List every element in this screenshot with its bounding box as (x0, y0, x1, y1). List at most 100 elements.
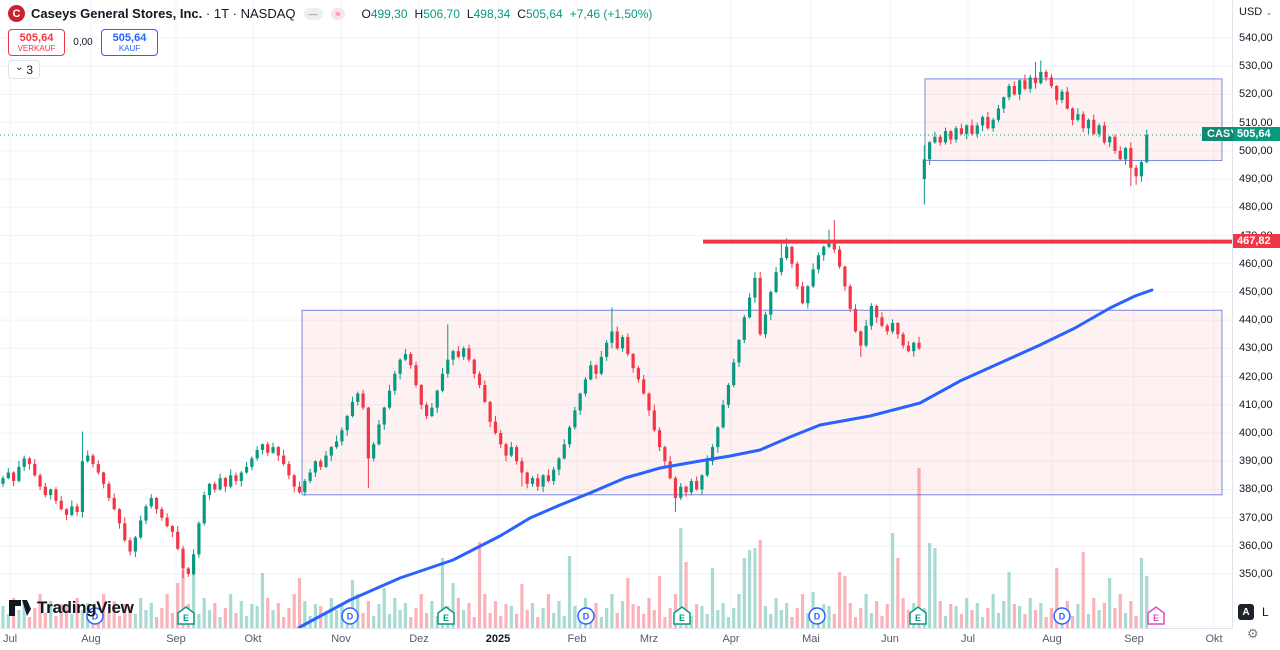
volume-bar (557, 601, 561, 628)
candle-body (112, 497, 116, 510)
volume-bar (70, 614, 74, 628)
volume-bar (885, 604, 889, 628)
candle-body (758, 277, 762, 335)
candle-body (642, 379, 646, 394)
candle-body (181, 548, 185, 569)
time-axis-month-label[interactable]: Apr (722, 633, 740, 645)
volume-bar (631, 604, 635, 628)
volume-bar (763, 606, 768, 628)
volume-bar (1, 606, 5, 628)
candle-body (472, 359, 476, 374)
buy-button[interactable]: 505,64 KAUF (101, 29, 158, 56)
volume-bar (1134, 616, 1138, 628)
candle-body (467, 348, 471, 360)
volume-bar (806, 613, 810, 628)
volume-bar (192, 566, 196, 628)
volume-bar (38, 594, 42, 628)
candle-body (213, 483, 217, 490)
candle-body (1123, 148, 1128, 160)
candle-body (620, 337, 625, 349)
price-axis-label: 370,00 (1239, 511, 1273, 524)
market-status-icon[interactable]: ≈ (330, 7, 346, 20)
candle-body (1129, 148, 1133, 168)
candle-body (1055, 85, 1059, 101)
candle-body (250, 458, 254, 467)
time-axis[interactable]: Jul Aug Sep Okt Nov Dez 2025 Feb Mrz Apr Mai Jun Jul… (0, 628, 1232, 650)
time-axis-month-label[interactable]: Aug (1042, 633, 1062, 645)
candle-body (832, 241, 836, 250)
volume-bar (440, 558, 445, 628)
candle-body (732, 362, 736, 386)
object-tree-button[interactable]: ⌄ 3 (8, 60, 41, 79)
volume-bar (419, 594, 423, 628)
price-chart-canvas[interactable]: D D D D DE E E E E (0, 0, 1232, 650)
auto-scale-button[interactable]: A (1238, 604, 1254, 620)
volume-bar (562, 616, 566, 628)
volume-bar (483, 594, 487, 628)
time-axis-year-label[interactable]: 2025 (485, 633, 511, 645)
price-axis[interactable]: USD ⌄ 350,00 360,00 370,00 380,00 390,00 400,… (1232, 0, 1280, 628)
volume-bar (64, 606, 69, 628)
time-axis-month-label[interactable]: Okt (244, 633, 262, 645)
chevron-down-icon: ⌄ (1265, 7, 1273, 17)
time-axis-month-label[interactable]: Jul (2, 633, 18, 645)
currency-selector[interactable]: USD ⌄ (1239, 6, 1273, 18)
candle-body (425, 404, 429, 417)
time-axis-month-label[interactable]: Sep (166, 633, 186, 645)
volume-bar (769, 614, 773, 628)
time-axis-month-label[interactable]: Feb (567, 633, 587, 645)
time-axis-month-label[interactable]: Mrz (639, 633, 659, 645)
symbol-logo[interactable]: C (8, 5, 25, 22)
candle-body (1097, 125, 1101, 134)
volume-bar (843, 576, 847, 628)
candle-body (1092, 119, 1096, 134)
time-axis-month-label[interactable]: Jul (960, 633, 976, 645)
tradingview-logo[interactable]: TradingView (8, 597, 134, 619)
candle-body (1081, 114, 1085, 129)
gear-icon[interactable]: ⚙ (1247, 626, 1259, 641)
price-axis-label: 510,00 (1239, 116, 1273, 129)
candle-body (313, 461, 318, 473)
candle-body (668, 461, 672, 479)
price-axis-label: 360,00 (1239, 539, 1273, 552)
candle-body (435, 390, 439, 408)
candle-body (525, 472, 529, 484)
candle-body (234, 475, 238, 481)
candle-body (96, 464, 100, 473)
time-axis-month-label[interactable]: Mai (802, 633, 820, 645)
candle-body (557, 458, 561, 470)
delayed-data-icon[interactable]: — (303, 7, 323, 20)
symbol-title[interactable]: Caseys General Stores, Inc. · 1T · NASDA… (31, 6, 296, 21)
volume-bar (324, 614, 328, 628)
candle-body (710, 447, 715, 462)
volume-bar (181, 570, 185, 628)
candle-body (86, 455, 90, 462)
interval-label[interactable]: 1T (213, 6, 230, 21)
volume-bar (366, 601, 370, 628)
time-axis-month-label[interactable]: Dez (409, 633, 429, 645)
candle-body (880, 317, 884, 326)
price-axis-label: 440,00 (1239, 314, 1273, 327)
candle-body (70, 506, 74, 515)
candle-body (1033, 77, 1038, 84)
time-axis-month-label[interactable]: Nov (331, 633, 351, 645)
candle-body (54, 489, 58, 501)
volume-bar (356, 594, 360, 628)
time-axis-month-label[interactable]: Jun (881, 633, 899, 645)
candle-body (329, 447, 333, 456)
candle-body (477, 373, 482, 386)
candle-body (1145, 134, 1149, 163)
candle-body (440, 373, 445, 391)
candle-body (922, 159, 926, 180)
time-axis-month-label[interactable]: Sep (1124, 633, 1144, 645)
log-scale-button[interactable]: L (1262, 605, 1269, 619)
candle-body (133, 537, 137, 552)
volume-bar (139, 598, 143, 628)
candle-body (1102, 125, 1106, 143)
sell-button[interactable]: 505,64 VERKAUF (8, 29, 65, 56)
candle-body (38, 475, 42, 487)
dividend-badge-icon (1053, 607, 1071, 625)
time-axis-month-label[interactable]: Okt (1205, 633, 1223, 645)
time-axis-month-label[interactable]: Aug (81, 633, 101, 645)
